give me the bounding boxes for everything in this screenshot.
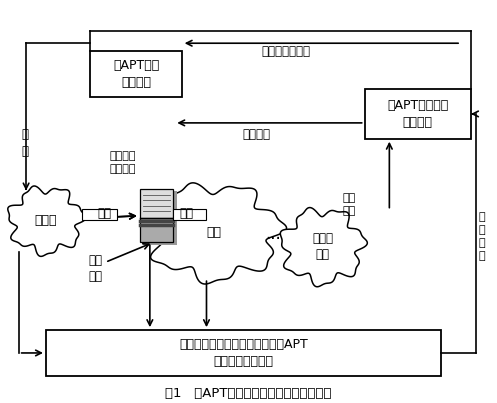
Bar bbox=[140, 189, 173, 218]
Text: 图1   抗APT攻击的系统综合防御框架示意: 图1 抗APT攻击的系统综合防御框架示意 bbox=[165, 387, 332, 400]
Text: 抗APT攻击
主动防御: 抗APT攻击 主动防御 bbox=[113, 59, 159, 89]
Text: 攻击方: 攻击方 bbox=[35, 214, 57, 227]
Text: 攻击: 攻击 bbox=[97, 207, 111, 220]
Bar bbox=[143, 191, 177, 245]
Text: 内网: 内网 bbox=[206, 226, 221, 239]
Bar bbox=[82, 208, 116, 220]
Text: 阻断
攻击: 阻断 攻击 bbox=[88, 253, 102, 283]
Bar bbox=[46, 330, 441, 376]
Text: 反
制: 反 制 bbox=[21, 128, 29, 158]
Bar bbox=[173, 208, 205, 220]
Bar bbox=[140, 218, 173, 243]
Bar bbox=[90, 51, 182, 97]
Text: 阻断攻击: 阻断攻击 bbox=[242, 128, 270, 141]
Text: 提供攻击者名单: 提供攻击者名单 bbox=[261, 45, 310, 58]
Bar bbox=[365, 89, 471, 139]
Polygon shape bbox=[8, 186, 86, 256]
Text: 检
测
结
果: 检 测 结 果 bbox=[479, 212, 485, 261]
Text: 情报
共享: 情报 共享 bbox=[343, 193, 356, 216]
Text: 第三方
机构: 第三方 机构 bbox=[312, 232, 333, 261]
Polygon shape bbox=[280, 208, 367, 287]
Text: 集成入侵
检测网关: 集成入侵 检测网关 bbox=[109, 152, 136, 174]
Text: 抗APT攻击系统
安全防护: 抗APT攻击系统 安全防护 bbox=[387, 99, 448, 129]
Text: ...: ... bbox=[265, 225, 281, 243]
Text: 攻击: 攻击 bbox=[180, 207, 194, 220]
Polygon shape bbox=[145, 183, 287, 284]
Text: 基于智能反馈和大数据分析的抗APT
攻击系统安全检测: 基于智能反馈和大数据分析的抗APT 攻击系统安全检测 bbox=[179, 338, 308, 368]
